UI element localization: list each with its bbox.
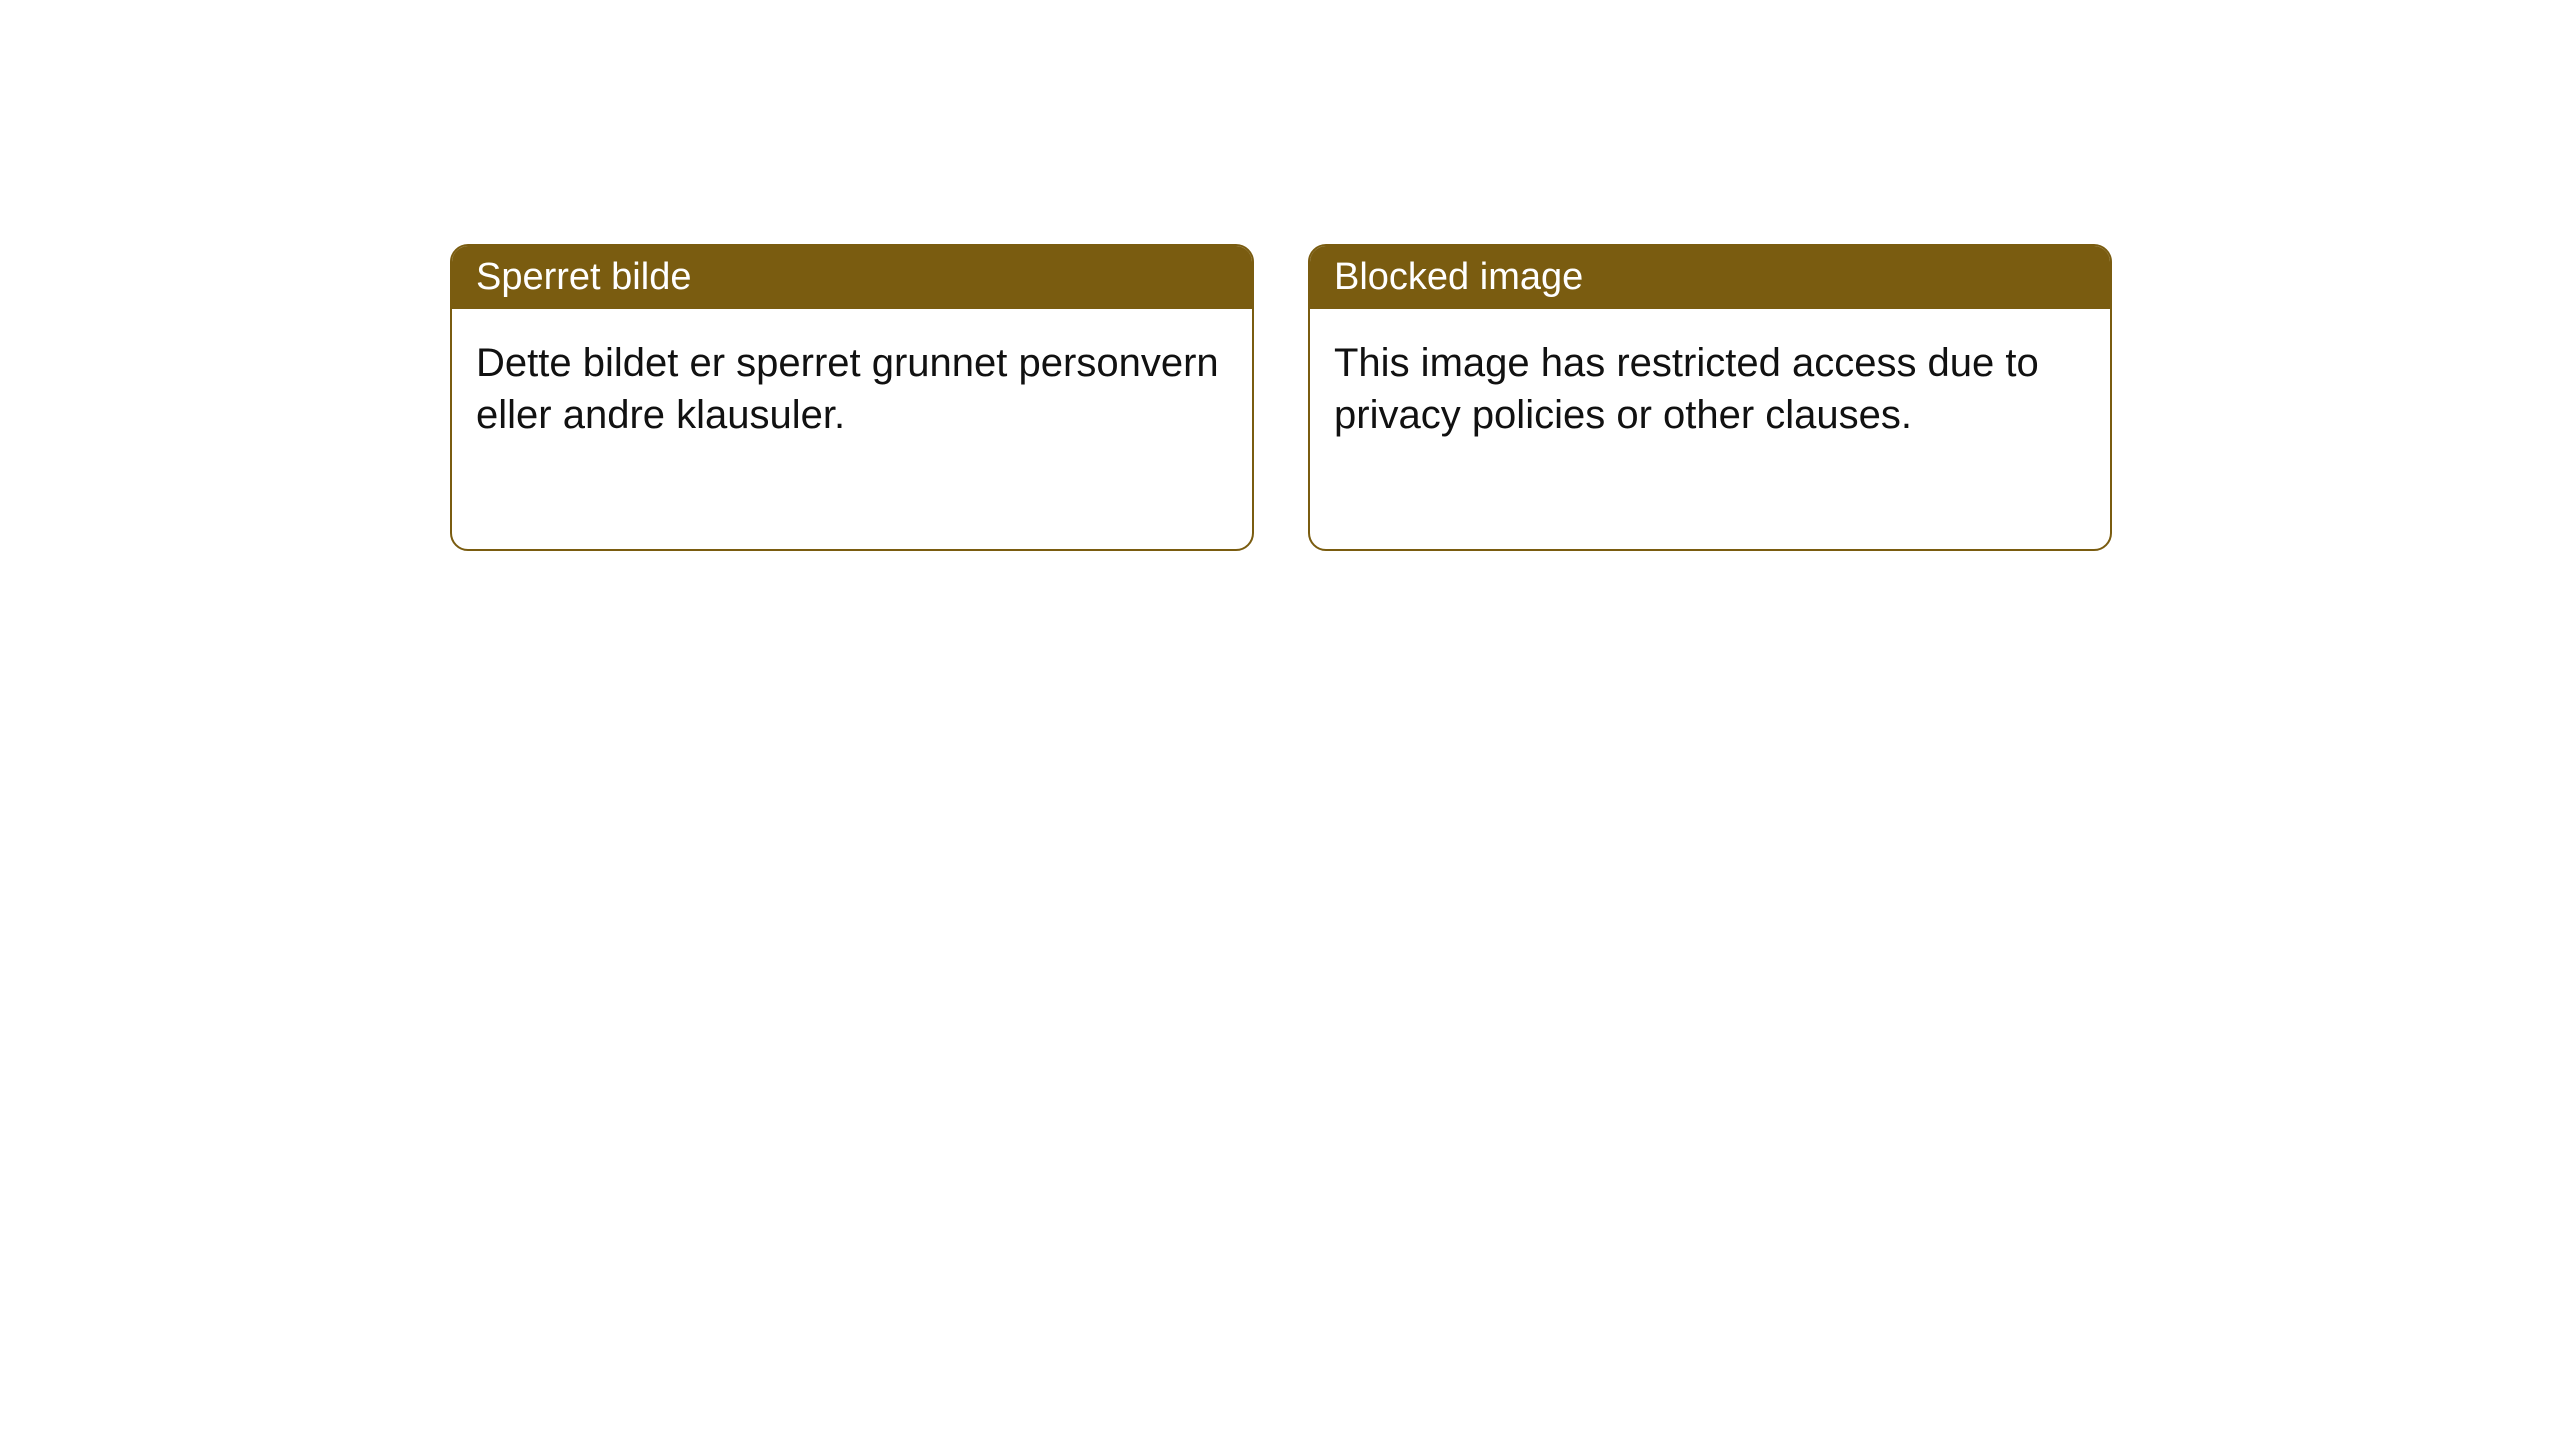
notice-title: Blocked image [1334,256,1583,298]
notice-body: Dette bildet er sperret grunnet personve… [452,309,1252,549]
notice-container: Sperret bilde Dette bildet er sperret gr… [0,0,2560,551]
notice-body-text: This image has restricted access due to … [1334,341,2039,437]
notice-card-english: Blocked image This image has restricted … [1308,244,2112,551]
notice-header: Sperret bilde [452,246,1252,309]
notice-header: Blocked image [1310,246,2110,309]
notice-title: Sperret bilde [476,256,691,298]
notice-card-norwegian: Sperret bilde Dette bildet er sperret gr… [450,244,1254,551]
notice-body: This image has restricted access due to … [1310,309,2110,549]
notice-body-text: Dette bildet er sperret grunnet personve… [476,341,1219,437]
